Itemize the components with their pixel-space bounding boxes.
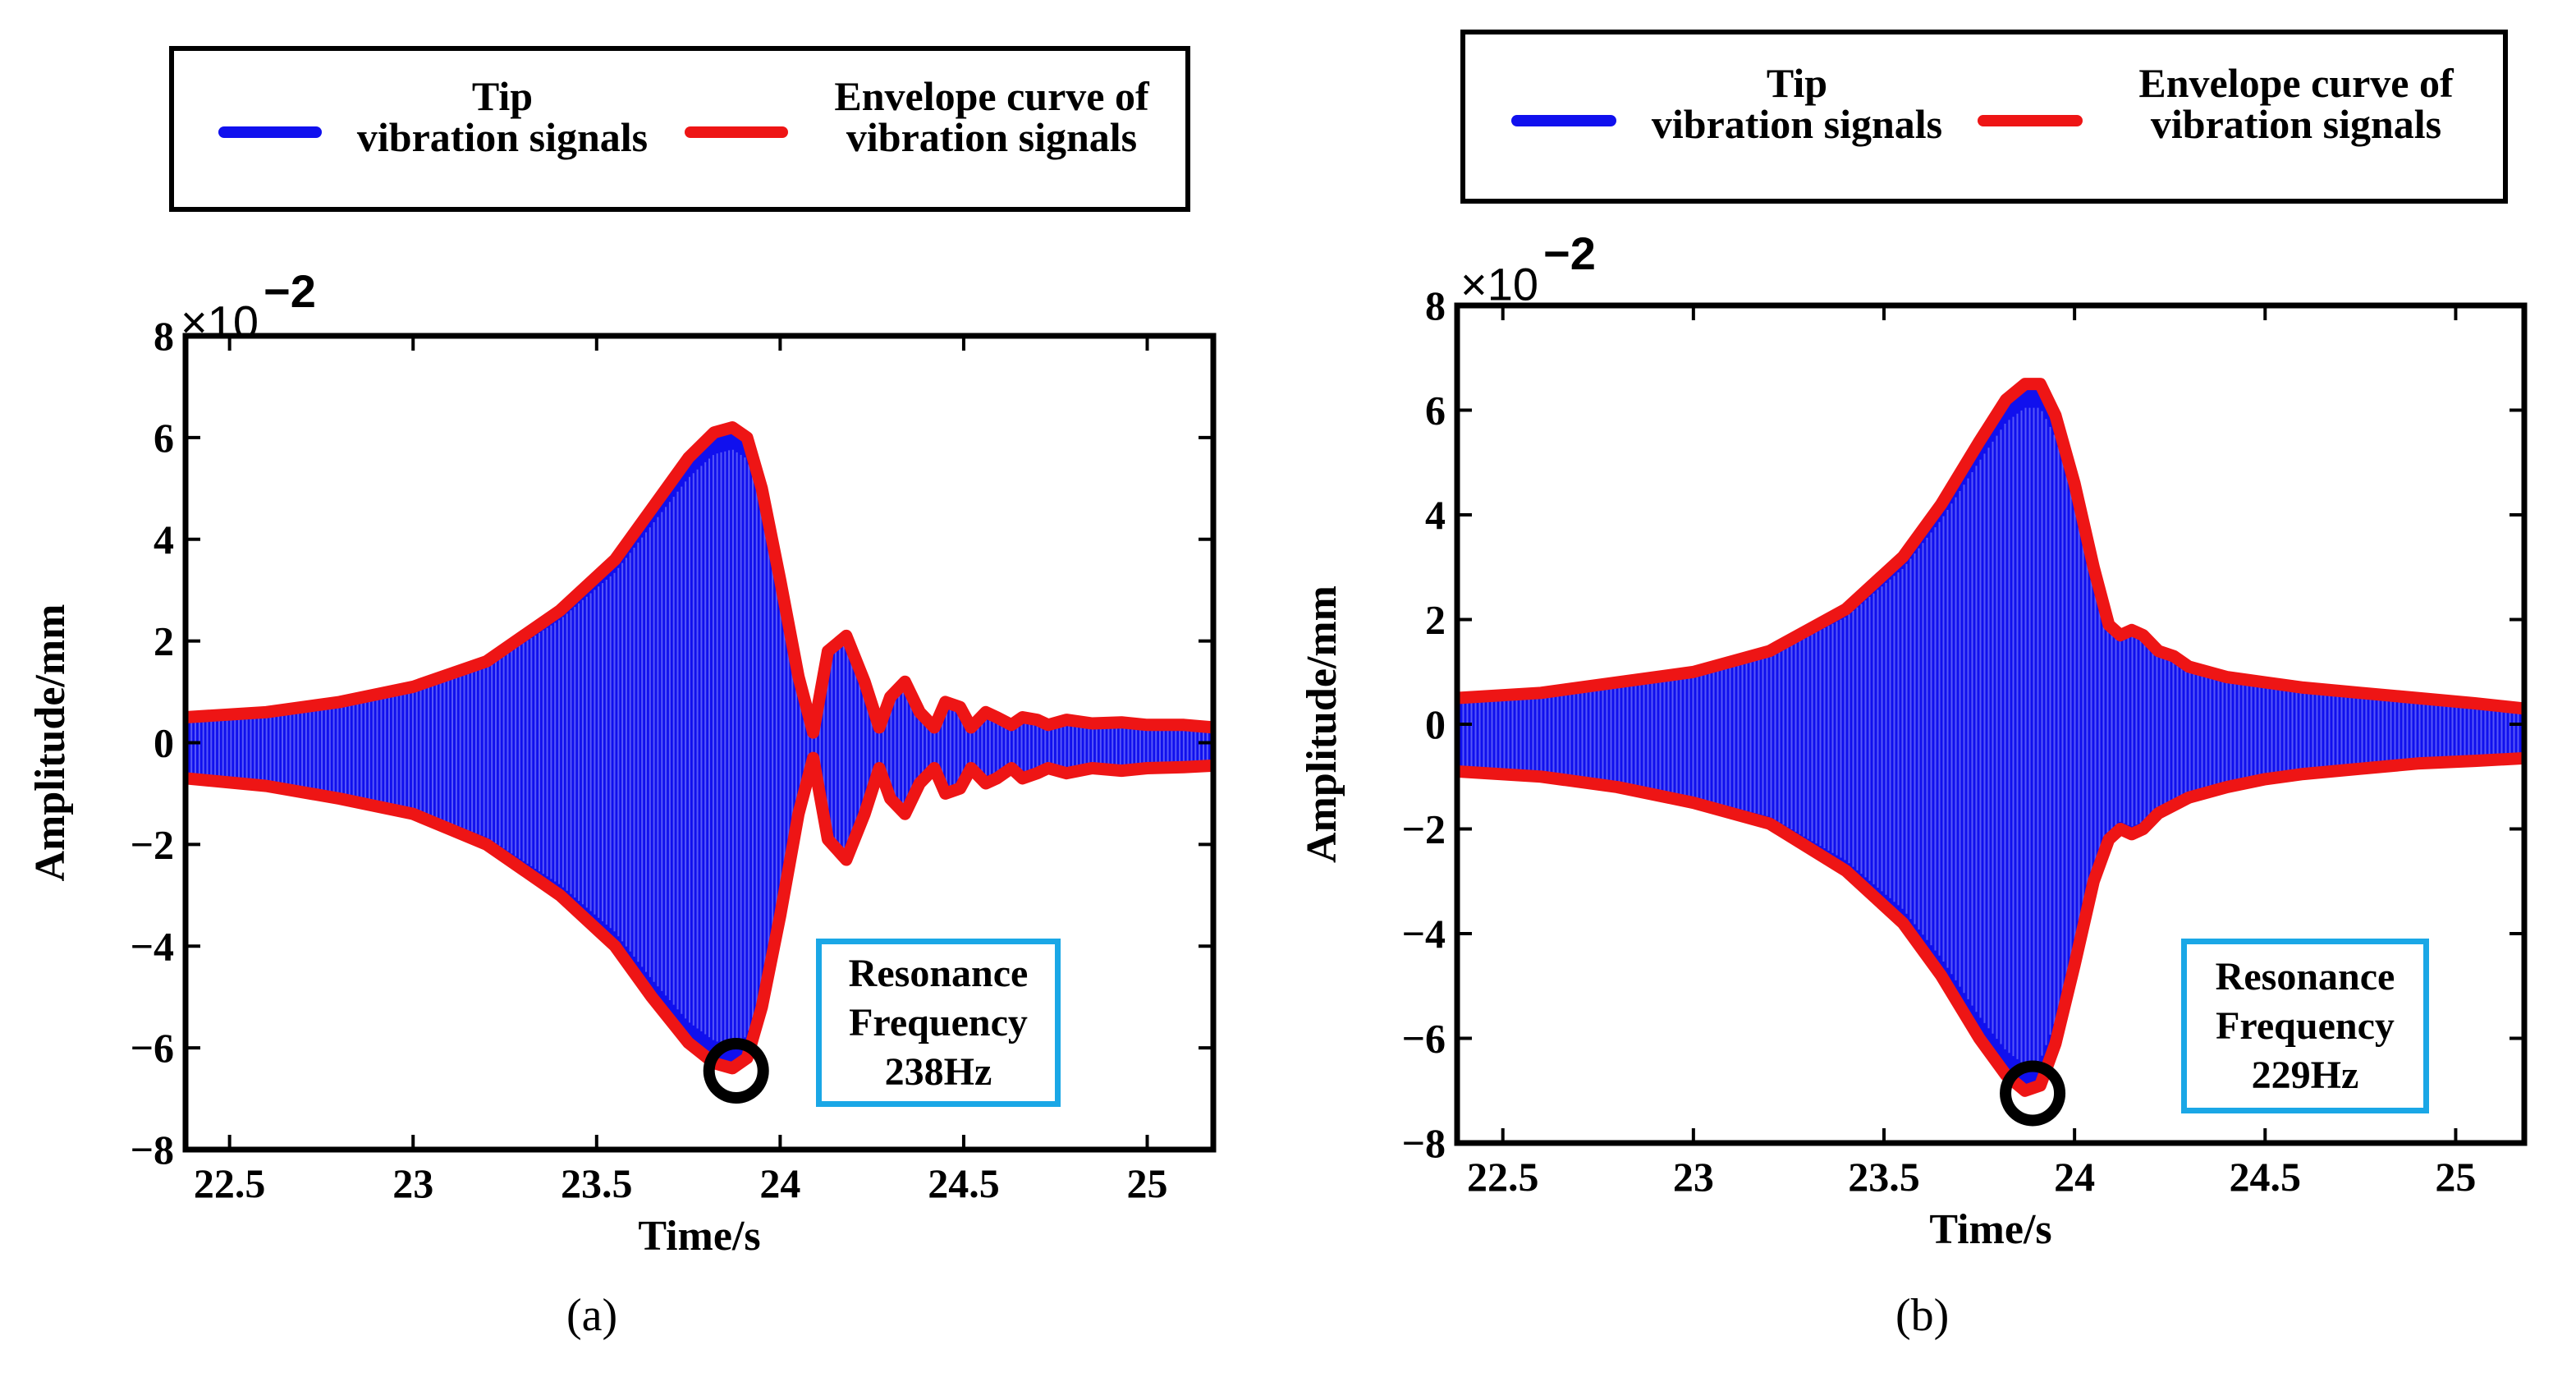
resonance-annotation: Resonance Frequency 238Hz: [816, 939, 1061, 1107]
annotation-line-1: Resonance: [848, 951, 1029, 995]
y-tick-label: 8: [1425, 282, 1446, 328]
annotation-line-2: Frequency: [2216, 1003, 2395, 1048]
legend-swatch-envelope: [1978, 115, 2083, 126]
envelope-upper-line: [1457, 378, 2524, 715]
legend-entry-envelope: Envelope curve of vibration signals: [675, 51, 1195, 207]
multiplier-base: ×10: [181, 296, 259, 348]
panel-b: Tip vibration signals Envelope curve of …: [1288, 0, 2576, 1391]
multiplier-exponent: −2: [264, 265, 316, 317]
y-tick-label: 4: [154, 516, 174, 562]
y-tick-label: −2: [1402, 806, 1446, 852]
resonance-annotation: Resonance Frequency 229Hz: [2181, 939, 2429, 1113]
y-axis-label: Amplitude/mm: [1299, 585, 1345, 863]
y-axis-label: Amplitude/mm: [27, 604, 74, 882]
y-tick-label: 2: [154, 618, 174, 664]
y-tick-label: −4: [131, 923, 175, 969]
x-axis-label: Time/s: [1929, 1206, 2051, 1253]
vibration-signal-area: [186, 427, 1213, 1068]
x-tick-label: 24.5: [928, 1160, 1000, 1206]
y-multiplier: ×10−2: [181, 265, 316, 349]
annotation-line-1: Resonance: [2215, 954, 2395, 998]
envelope-lower-line: [1457, 751, 2524, 1097]
legend-swatch-signal: [218, 126, 322, 138]
x-tick-label: 24.5: [2230, 1154, 2302, 1200]
legend: Tip vibration signals Envelope curve of …: [169, 46, 1190, 212]
annotation-line-3: 238Hz: [884, 1049, 992, 1094]
envelope-upper-line: [186, 421, 1213, 739]
x-tick-label: 23.5: [561, 1160, 633, 1206]
y-multiplier: ×10−2: [1460, 227, 1596, 311]
y-tick-label: 8: [154, 313, 174, 359]
y-tick-label: −4: [1402, 911, 1446, 957]
panel-caption: (a): [566, 1290, 618, 1341]
y-tick-label: 6: [1425, 388, 1446, 434]
x-tick-label: 23: [392, 1160, 433, 1206]
plot-content: [186, 421, 1213, 1075]
plot-content: [1457, 378, 2524, 1097]
legend-label-signal: Tip vibration signals: [1651, 60, 1943, 147]
legend-label-signal: Tip vibration signals: [356, 73, 649, 160]
x-tick-label: 22.5: [1467, 1154, 1539, 1200]
resonance-marker: [2000, 1060, 2066, 1127]
envelope-lower-line: [186, 751, 1213, 1075]
legend: Tip vibration signals Envelope curve of …: [1460, 30, 2508, 204]
legend-entry-envelope: Envelope curve of vibration signals: [1974, 34, 2513, 199]
y-tick-label: 0: [154, 720, 174, 766]
multiplier-exponent: −2: [1543, 227, 1596, 279]
x-tick-label: 22.5: [194, 1160, 266, 1206]
legend-label-envelope: Envelope curve of vibration signals: [834, 73, 1149, 160]
y-tick-label: −8: [131, 1127, 175, 1173]
y-tick-label: −2: [131, 821, 175, 867]
x-tick-label: 23: [1673, 1154, 1714, 1200]
vibration-signal-area: [1457, 383, 2524, 1091]
legend-swatch-envelope: [685, 126, 788, 138]
annotation-line-3: 229Hz: [2251, 1053, 2359, 1097]
panel-a: Tip vibration signals Envelope curve of …: [27, 46, 1217, 1341]
resonance-marker: [703, 1037, 769, 1104]
y-tick-label: 6: [154, 415, 174, 461]
x-tick-label: 24: [2054, 1154, 2095, 1200]
legend-entry-signal: Tip vibration signals: [1465, 34, 1974, 199]
y-tick-label: 4: [1425, 492, 1446, 538]
legend-entry-signal: Tip vibration signals: [174, 51, 675, 207]
x-tick-label: 25: [1127, 1160, 1168, 1206]
y-tick-label: 0: [1425, 701, 1446, 747]
y-tick-label: 2: [1425, 597, 1446, 643]
x-tick-label: 23.5: [1848, 1154, 1920, 1200]
y-tick-label: −6: [131, 1025, 175, 1071]
annotation-line-2: Frequency: [849, 1000, 1028, 1044]
x-tick-label: 24: [759, 1160, 800, 1206]
y-tick-label: −6: [1402, 1016, 1446, 1062]
legend-swatch-signal: [1511, 115, 1616, 126]
x-tick-label: 25: [2435, 1154, 2476, 1200]
panel-caption: (b): [1895, 1290, 1950, 1341]
legend-label-envelope: Envelope curve of vibration signals: [2138, 60, 2454, 147]
x-axis-label: Time/s: [638, 1213, 760, 1260]
multiplier-base: ×10: [1460, 258, 1538, 310]
y-tick-label: −8: [1402, 1120, 1446, 1166]
